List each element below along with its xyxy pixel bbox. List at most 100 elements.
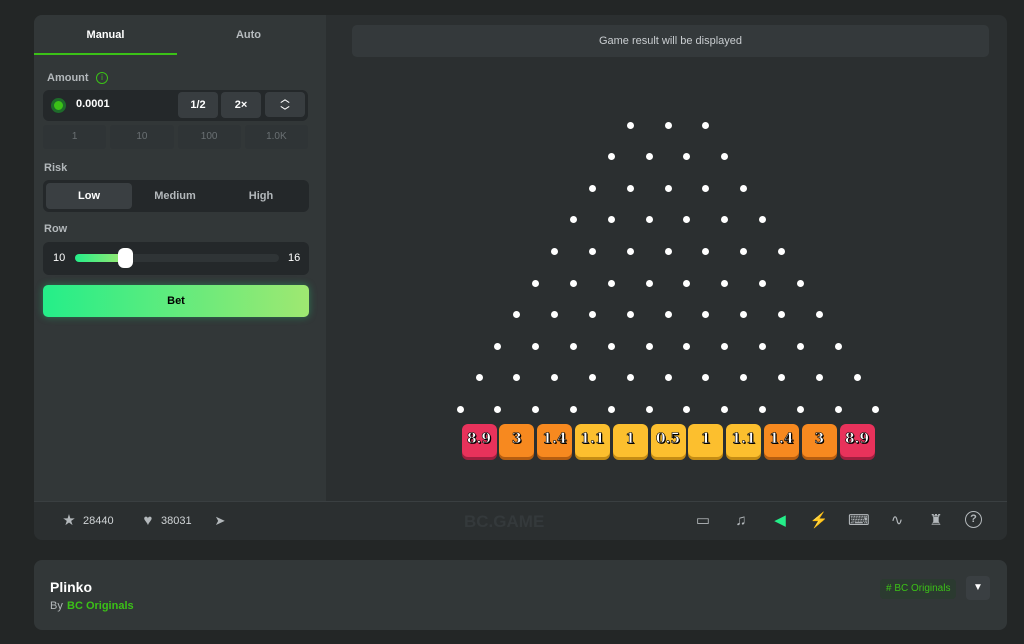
row-max: 16 xyxy=(288,252,301,264)
share-telegram-icon[interactable]: ➤ xyxy=(214,513,226,528)
keyboard-icon[interactable]: ⌨ xyxy=(848,512,870,529)
amount-input[interactable]: 0.0001 xyxy=(76,98,110,110)
peg xyxy=(494,405,502,413)
peg xyxy=(702,311,710,319)
quick-amount-1[interactable]: 1 xyxy=(43,125,107,149)
peg xyxy=(759,342,766,350)
peg xyxy=(759,279,766,287)
peg xyxy=(664,121,672,129)
peg xyxy=(796,279,804,287)
peg xyxy=(570,216,577,224)
row-min: 10 xyxy=(53,252,66,264)
peg xyxy=(607,153,615,161)
amount-label: Amount xyxy=(47,72,89,84)
peg xyxy=(645,153,653,161)
row-slider[interactable] xyxy=(75,248,279,268)
peg xyxy=(607,216,615,224)
peg xyxy=(570,279,577,287)
peg xyxy=(664,374,672,382)
peg xyxy=(513,311,521,319)
music-off-icon[interactable]: ♫ xyxy=(735,512,747,529)
peg xyxy=(721,153,729,161)
risk-low[interactable]: Low xyxy=(46,183,132,209)
quick-amount-10[interactable]: 10 xyxy=(110,125,174,149)
bet-controls: Manual Auto Amount i 0.0001 1/2 2× ︿ ﹀ 1 … xyxy=(34,15,326,501)
peg xyxy=(702,184,710,192)
help-icon[interactable]: ? xyxy=(965,511,982,528)
multiplier-bucket: 3 xyxy=(499,424,535,457)
slider-fill xyxy=(75,254,125,262)
author-link[interactable]: BC Originals xyxy=(67,600,134,612)
peg xyxy=(532,279,540,287)
peg xyxy=(475,374,483,382)
peg xyxy=(721,405,729,413)
peg xyxy=(702,121,710,129)
bet-button[interactable]: Bet xyxy=(43,285,309,317)
peg xyxy=(626,247,634,255)
quick-amounts: 1 10 100 1.0K xyxy=(43,125,308,149)
peg xyxy=(702,247,710,255)
peg xyxy=(570,342,577,350)
tag-badge[interactable]: # BC Originals xyxy=(880,579,957,599)
stars-count: 28440 xyxy=(83,515,114,527)
half-button[interactable]: 1/2 xyxy=(178,92,218,118)
heart-icon[interactable]: ♥ xyxy=(143,512,153,529)
peg xyxy=(645,216,653,224)
risk-medium[interactable]: Medium xyxy=(154,190,196,202)
peg xyxy=(645,405,653,413)
window-icon[interactable]: ▭ xyxy=(695,512,711,529)
game-result-banner: Game result will be displayed xyxy=(352,25,989,57)
peg xyxy=(626,311,634,319)
stepper-button[interactable]: ︿ ﹀ xyxy=(265,92,305,117)
peg xyxy=(815,374,823,382)
multiplier-bucket: 1.4 xyxy=(763,424,799,457)
quick-amount-1k[interactable]: 1.0K xyxy=(244,125,308,149)
info-icon[interactable]: i xyxy=(96,72,108,84)
peg xyxy=(853,374,861,382)
expand-chevron-icon[interactable]: ▼ xyxy=(966,576,990,600)
peg xyxy=(834,405,842,413)
game-title: Plinko xyxy=(50,579,93,595)
peg xyxy=(777,374,785,382)
peg xyxy=(683,279,691,287)
multiplier-bucket: 1 xyxy=(612,424,648,457)
quick-amount-100[interactable]: 100 xyxy=(177,125,241,149)
risk-high[interactable]: High xyxy=(248,190,274,202)
peg xyxy=(664,311,672,319)
peg xyxy=(645,342,653,350)
peg xyxy=(683,153,691,161)
star-icon[interactable]: ★ xyxy=(62,512,76,529)
tab-auto[interactable]: Auto xyxy=(235,29,262,41)
peg xyxy=(834,342,842,350)
multiplier-bucket: 1.1 xyxy=(574,424,610,457)
peg xyxy=(551,247,559,255)
peg xyxy=(815,311,823,319)
peg xyxy=(532,342,540,350)
game-panel: Manual Auto Amount i 0.0001 1/2 2× ︿ ﹀ 1 … xyxy=(34,15,1007,540)
row-slider-box: 10 16 xyxy=(43,242,309,275)
peg xyxy=(740,184,748,192)
tab-manual[interactable]: Manual xyxy=(34,15,177,55)
peg xyxy=(664,184,672,192)
peg xyxy=(683,405,691,413)
chevron-down-icon: ﹀ xyxy=(280,106,290,116)
double-button[interactable]: 2× xyxy=(221,92,261,118)
multiplier-bucket: 8.9 xyxy=(461,424,497,457)
chevron-up-icon: ︿ xyxy=(280,94,290,104)
peg xyxy=(777,247,785,255)
sound-icon[interactable]: ◀ xyxy=(774,512,786,529)
amount-field[interactable]: 0.0001 1/2 2× ︿ ﹀ xyxy=(43,90,308,121)
peg xyxy=(626,374,634,382)
peg xyxy=(588,247,596,255)
by-label: By xyxy=(50,600,63,612)
peg xyxy=(494,342,502,350)
fairness-icon[interactable]: ♜ xyxy=(929,512,943,529)
peg xyxy=(513,374,521,382)
peg xyxy=(740,374,748,382)
lightning-icon[interactable]: ⚡ xyxy=(809,512,829,529)
slider-handle[interactable] xyxy=(118,248,133,268)
chart-curve-icon[interactable]: ∿ xyxy=(890,512,904,529)
coin-icon xyxy=(51,98,66,113)
plinko-board: 8.9 3 1.4 1.1 1 0.5 1 1.1 1.4 3 8.9 xyxy=(326,55,1007,501)
peg xyxy=(532,405,540,413)
